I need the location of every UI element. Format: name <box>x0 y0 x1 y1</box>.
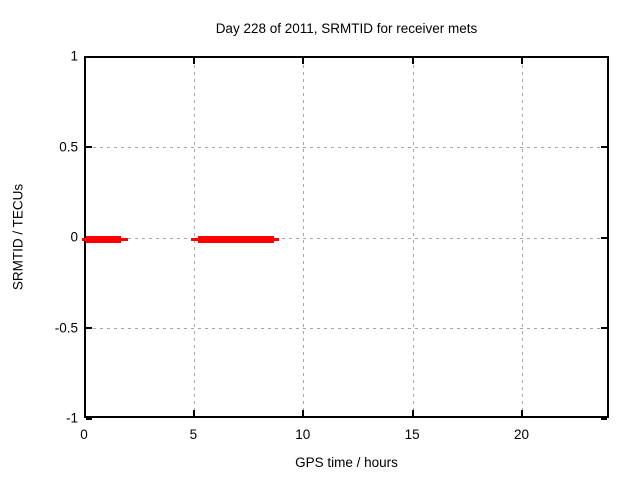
x-tick-label-20: 20 <box>513 427 530 442</box>
x-tick-bottom-10 <box>302 410 305 416</box>
y-tick-left--0.5 <box>86 327 92 329</box>
y-tick-label--0.5: -0.5 <box>54 320 78 335</box>
x-tick-bottom-0 <box>83 410 86 416</box>
x-tick-bottom-5 <box>192 410 195 416</box>
x-tick-top-20 <box>521 58 523 64</box>
y-tick-right-1 <box>601 55 607 58</box>
x-tick-top-0 <box>83 58 86 64</box>
x-axis-label: GPS time / hours <box>295 455 398 470</box>
y-tick-label--1: -1 <box>65 410 78 426</box>
y-tick-left--1 <box>86 417 92 420</box>
y-tick-right--1 <box>601 417 607 420</box>
x-tick-label-10: 10 <box>295 427 311 442</box>
gridline-x-20 <box>522 58 523 416</box>
y-tick-right--0.5 <box>601 327 607 329</box>
gridline-y-0 <box>86 237 607 239</box>
gridline-x-10 <box>303 58 305 416</box>
y-tick-left-1 <box>86 55 92 58</box>
gridline-y-0.5 <box>86 147 607 148</box>
y-axis-label: SRMTID / TECUs <box>10 183 26 291</box>
x-tick-top-10 <box>302 58 305 64</box>
y-tick-label-0: 0 <box>70 229 78 245</box>
x-tick-bottom-20 <box>521 410 523 416</box>
chart-title: Day 228 of 2011, SRMTID for receiver met… <box>215 21 478 36</box>
y-tick-right-0 <box>601 236 607 239</box>
plot-area <box>81 55 609 420</box>
x-tick-top-15 <box>411 58 414 64</box>
x-tick-bottom-15 <box>411 410 414 416</box>
gridline-x-5 <box>193 58 195 416</box>
gridline-x-15 <box>412 58 414 416</box>
y-tick-label-1: 1 <box>70 48 78 64</box>
y-tick-left-0.5 <box>86 146 92 148</box>
x-tick-label-0: 0 <box>80 427 88 442</box>
x-tick-label-15: 15 <box>404 427 420 442</box>
series-0-segment-1-bar <box>197 235 275 243</box>
x-tick-label-5: 5 <box>189 427 198 442</box>
gridline-y--0.5 <box>86 328 607 329</box>
x-tick-top-5 <box>192 58 195 64</box>
y-tick-right-0.5 <box>601 146 607 148</box>
y-tick-label-0.5: 0.5 <box>59 139 78 154</box>
series-0-segment-0-bar <box>86 235 121 243</box>
